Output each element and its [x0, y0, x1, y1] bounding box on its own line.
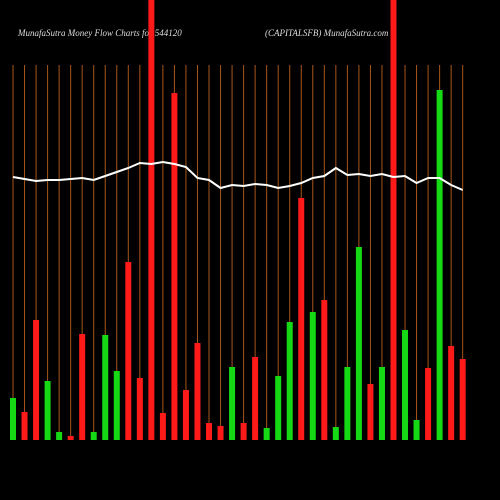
bar: [171, 93, 178, 440]
bar: [229, 367, 236, 440]
bar: [344, 367, 351, 440]
bar: [33, 320, 40, 440]
bar: [355, 247, 362, 440]
bar: [79, 334, 86, 440]
bar: [206, 423, 213, 440]
bar: [263, 428, 270, 440]
bar: [332, 427, 339, 440]
bar: [367, 384, 374, 440]
plot-area: [10, 0, 466, 440]
bar: [125, 262, 132, 440]
bar: [309, 312, 316, 440]
chart-title: MunafaSutra Money Flow Charts for 544120: [17, 28, 182, 38]
bar: [321, 300, 328, 440]
bar: [448, 346, 455, 440]
bar: [148, 0, 155, 440]
bar: [252, 357, 259, 440]
chart-subtitle: (CAPITALSFB) MunafaSutra.com: [265, 28, 389, 38]
bar: [194, 343, 201, 440]
bar: [286, 322, 293, 440]
bar: [182, 390, 189, 440]
bar: [402, 330, 409, 440]
bar: [90, 432, 97, 440]
bar: [413, 420, 420, 440]
bar: [44, 381, 51, 440]
bar: [298, 198, 305, 440]
bar: [378, 367, 385, 440]
bar: [217, 426, 224, 440]
bar: [436, 90, 443, 440]
bar: [159, 413, 166, 440]
bar: [113, 371, 120, 440]
bar: [67, 436, 74, 440]
bar: [102, 335, 109, 440]
bar: [275, 376, 282, 440]
bar: [56, 432, 63, 440]
bar: [425, 368, 432, 440]
bar: [136, 378, 143, 440]
money-flow-line: [12, 160, 464, 191]
bar: [10, 398, 16, 440]
bar: [240, 423, 247, 440]
bar: [21, 412, 28, 440]
bar: [459, 359, 466, 440]
bar: [390, 0, 397, 440]
